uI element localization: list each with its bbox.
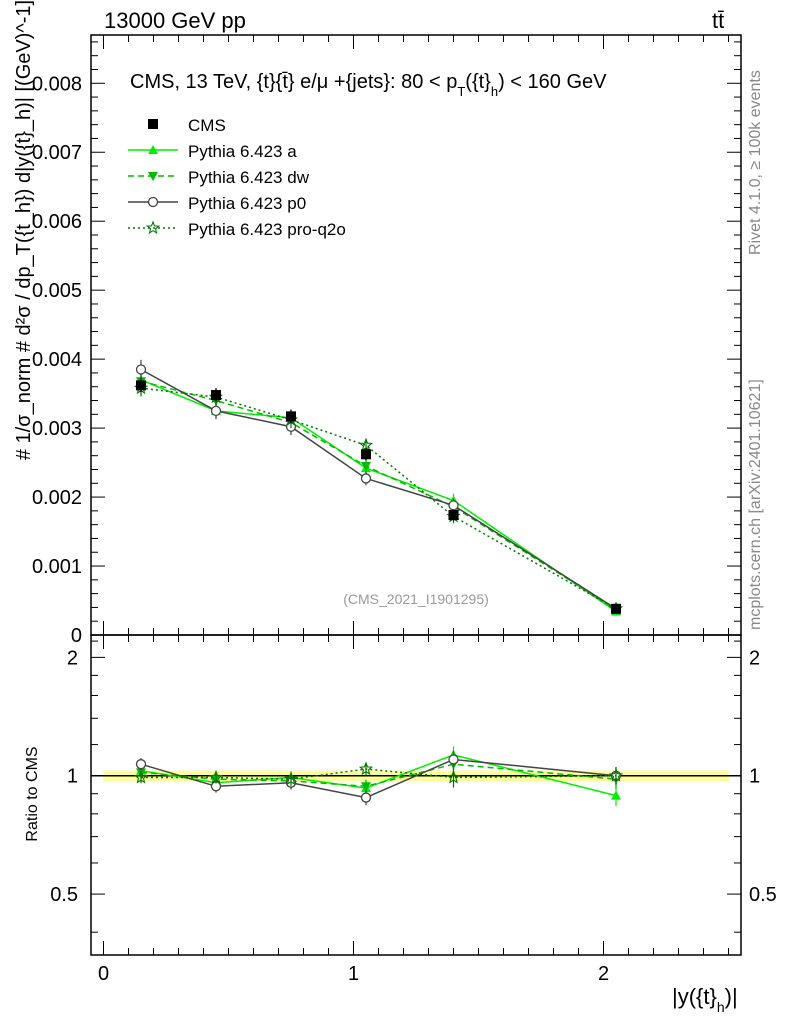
pythia-6-423-p0-point — [135, 364, 147, 375]
x-tick-label: 0 — [98, 963, 109, 985]
pythia-6-423-dw-ratio-point — [361, 782, 371, 792]
y-tick-label: 0.008 — [32, 73, 82, 95]
y-tick-label: 0.007 — [32, 142, 82, 164]
pythia-6-423-pro-q2o-ratio-line — [141, 768, 617, 780]
title-tail: ) < 160 GeV — [498, 71, 607, 93]
cms-point — [448, 510, 459, 520]
legend-marker-pythia-6-423-dw — [148, 172, 158, 181]
series-layer — [133, 359, 624, 616]
legend: CMS Pythia 6.423 a Pythia 6.423 dw Pythia 6… — [128, 116, 346, 239]
x-tick-label: 1 — [348, 963, 359, 985]
pythia-6-423-pro-q2o-line — [140, 387, 617, 610]
ratio-tick-label-right: 0.5 — [749, 884, 777, 906]
legend-marker-pythia-6-423-pro-q2o — [145, 220, 161, 235]
title-sub-t: T — [457, 84, 465, 99]
analysis-label: (CMS_2021_I1901295) — [343, 591, 489, 607]
ratio-tick-label-right: 2 — [749, 647, 760, 669]
x-axis-label-sub: h — [717, 999, 725, 1015]
pythia-6-423-p0-point — [360, 473, 372, 484]
rivet-label: Rivet 4.1.0, ≥ 100k events — [747, 70, 764, 255]
y-tick-label: 0 — [71, 625, 82, 647]
y-axis-label: # 1/σ_norm # d²σ / dp_T({t_h}) d|y({t}_h… — [13, 0, 35, 460]
y-tick-label: 0.002 — [32, 487, 82, 509]
ratio-tick-label-left: 1 — [67, 766, 78, 788]
pythia-6-423-pro-q2o-ratio-point — [446, 770, 461, 784]
y-tick-label: 0.001 — [32, 556, 82, 578]
cms-point — [211, 390, 221, 400]
x-axis-label-tail: )| — [725, 984, 738, 1009]
ratio-y-axis-label: Ratio to CMS — [24, 746, 41, 841]
pythia-6-423-pro-q2o-ratio-point — [358, 761, 374, 776]
title-sub-h: h — [491, 84, 498, 99]
pythia-6-423-p0-ratio-point — [448, 754, 459, 765]
pythia-6-423-dw-point — [361, 462, 371, 472]
process-label: tt̄ — [712, 8, 724, 33]
legend-marker-pythia-6-423-a — [148, 145, 158, 154]
pythia-6-423-p0-line — [140, 368, 617, 610]
x-tick-label: 2 — [598, 963, 609, 985]
y-tick-label: 0.003 — [32, 418, 82, 440]
ratio-tick-label-right: 1 — [749, 766, 760, 788]
pythia-6-423-p0-ratio-point — [360, 792, 372, 803]
energy-label: 13000 GeV pp — [104, 8, 246, 33]
legend-label-pythia-6-423-pro-q2o: Pythia 6.423 pro-q2o — [188, 220, 346, 239]
cms-point — [611, 603, 621, 614]
x-axis-label-main: |y({t} — [672, 984, 717, 1009]
pythia-6-423-dw-ratio-line — [140, 763, 617, 788]
pythia-6-423-p0-ratio-point — [135, 759, 147, 770]
pythia-6-423-a-ratio-point — [611, 790, 621, 800]
legend-label-pythia-6-423-a: Pythia 6.423 a — [188, 142, 297, 161]
ratio-tick-label-left: 2 — [67, 647, 78, 669]
pythia-6-423-pro-q2o-ratio-point — [133, 770, 149, 784]
pythia-6-423-p0-ratio-line — [140, 758, 617, 799]
y-tick-label: 0.004 — [32, 349, 82, 371]
legend-label-pythia-6-423-dw: Pythia 6.423 dw — [188, 168, 310, 187]
mcplots-label: mcplots.cern.ch [arXiv:2401.10621] — [747, 379, 764, 630]
pythia-6-423-p0-point — [210, 405, 222, 417]
ratio-tick-label-left: 0.5 — [50, 884, 78, 906]
y-tick-label: 0.006 — [32, 211, 82, 233]
pythia-6-423-pro-q2o-ratio-point — [208, 770, 224, 784]
legend-label-cms: CMS — [188, 116, 226, 135]
ticks-layer: 0 1 200.0010.0020.0030.0040.0050.0060.0070… — [32, 35, 777, 985]
legend-marker-pythia-6-423-p0 — [147, 196, 159, 208]
x-axis-label: |y({t}h)| — [672, 984, 738, 1015]
plot-title: CMS, 13 TeV, {t}{t̄} e/μ +{jets}: 80 < p… — [130, 71, 607, 99]
cms-point — [361, 449, 371, 460]
pythia-6-423-pro-q2o-ratio-point — [608, 768, 624, 782]
pythia-6-423-dw-line — [140, 380, 617, 611]
pythia-6-423-a-line — [140, 379, 617, 613]
pythia-6-423-pro-q2o-point — [358, 437, 374, 452]
pythia-6-423-pro-q2o-ratio-point — [283, 771, 299, 786]
cms-point — [286, 411, 296, 422]
ratio-panel-frame — [90, 634, 742, 956]
y-tick-label: 0.005 — [32, 280, 82, 302]
ratio-layer — [133, 746, 624, 807]
title-paren-open: ({t} — [465, 71, 491, 93]
cms-point — [136, 380, 146, 391]
legend-marker-cms — [148, 119, 158, 129]
legend-label-pythia-6-423-p0: Pythia 6.423 p0 — [188, 194, 306, 213]
title-main: CMS, 13 TeV, {t}{t̄} e/μ +{jets}: 80 < p — [130, 71, 457, 93]
pythia-6-423-p0-point — [448, 500, 459, 511]
